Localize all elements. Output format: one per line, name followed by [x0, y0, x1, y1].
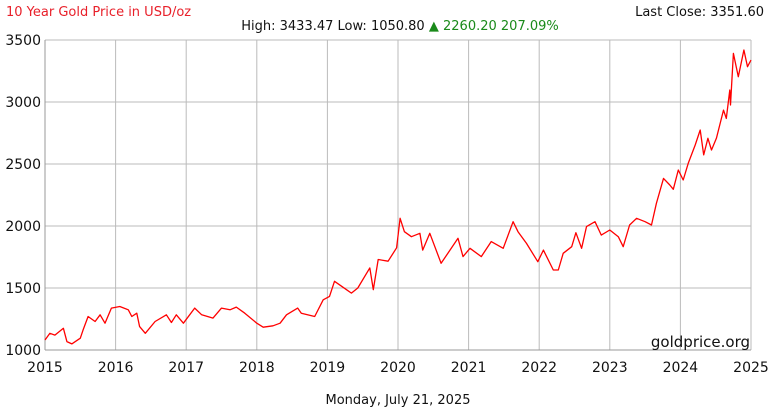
date-label: Monday, July 21, 2025 — [326, 393, 471, 408]
x-tick-label: 2023 — [592, 360, 628, 376]
x-tick-label: 2020 — [380, 360, 416, 376]
y-axis: 1000 1500 2000 2500 3000 3500 — [5, 33, 41, 359]
price-line — [44, 49, 752, 345]
x-tick-label: 2015 — [27, 360, 63, 376]
x-tick-label: 2018 — [239, 360, 275, 376]
y-tick-label: 1000 — [5, 343, 41, 359]
x-tick-label: 2024 — [663, 360, 699, 376]
y-tick-label: 2500 — [5, 157, 41, 173]
up-arrow-icon: ▲ — [429, 19, 439, 34]
watermark: goldprice.org — [651, 333, 750, 351]
grid — [44, 39, 752, 351]
y-tick-label: 1500 — [5, 281, 41, 297]
x-tick-label: 2021 — [451, 360, 487, 376]
y-tick-label: 3000 — [5, 95, 41, 111]
change-percent: 207.09% — [501, 19, 559, 34]
x-tick-label: 2025 — [733, 360, 769, 376]
change-value: 2260.20 — [443, 19, 497, 34]
x-tick-label: 2022 — [521, 360, 557, 376]
summary-line: High: 3433.47 Low: 1050.80 ▲ 2260.20 207… — [241, 19, 559, 34]
chart-title: 10 Year Gold Price in USD/oz — [6, 5, 191, 20]
x-tick-label: 2017 — [168, 360, 204, 376]
last-close: Last Close: 3351.60 — [635, 5, 764, 20]
low-value: Low: 1050.80 — [338, 19, 425, 34]
high-value: High: 3433.47 — [241, 19, 333, 34]
x-tick-label: 2019 — [310, 360, 346, 376]
y-tick-label: 2000 — [5, 219, 41, 235]
y-tick-label: 3500 — [5, 33, 41, 49]
x-axis: 2015 2016 2017 2018 2019 2020 2021 2022 2023 2024… — [27, 360, 769, 376]
x-tick-label: 2016 — [98, 360, 134, 376]
